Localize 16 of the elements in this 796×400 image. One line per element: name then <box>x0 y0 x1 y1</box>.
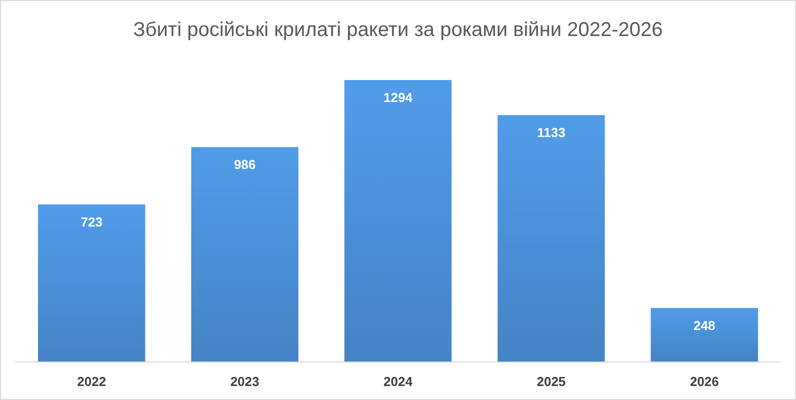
x-tick-label: 2022 <box>77 374 106 389</box>
x-tick-label: 2026 <box>690 374 719 389</box>
bar <box>344 80 452 362</box>
data-label: 1294 <box>384 90 414 105</box>
chart-title: Збиті російські крилаті ракети за роками війни 2022-2026 <box>133 19 663 41</box>
data-label: 986 <box>234 157 256 172</box>
bar <box>498 115 605 362</box>
x-tick-label: 2025 <box>536 374 566 389</box>
x-tick-label: 2024 <box>384 374 414 389</box>
data-label: 723 <box>80 214 102 230</box>
bar <box>38 204 146 362</box>
data-label: 1133 <box>537 125 566 140</box>
bar <box>191 147 298 362</box>
x-tick-label: 2023 <box>230 374 260 389</box>
data-label: 248 <box>694 318 716 333</box>
bar <box>650 308 758 362</box>
